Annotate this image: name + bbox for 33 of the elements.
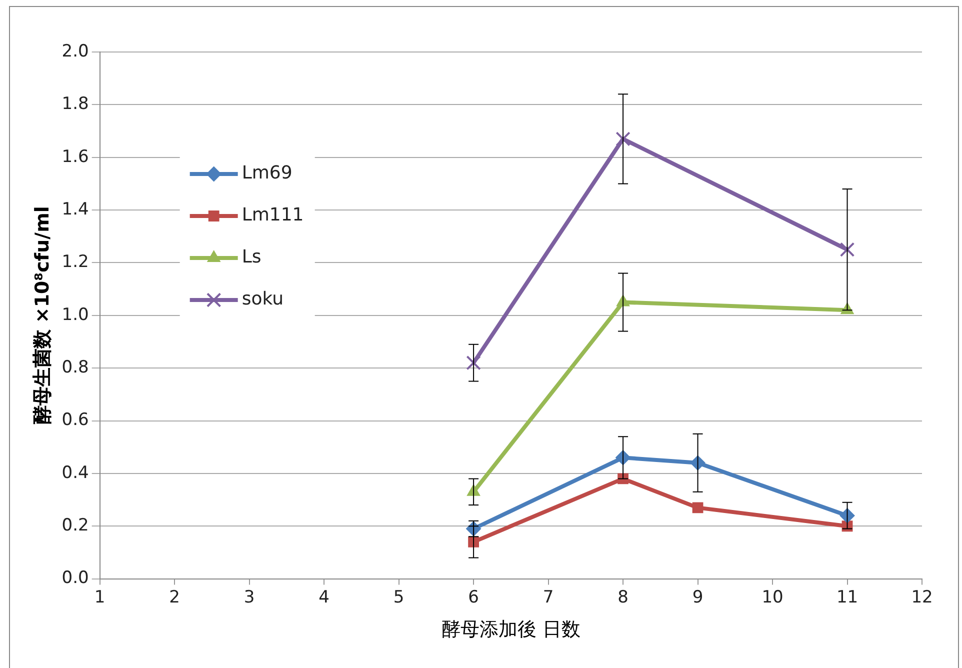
y-tick-label: 0.8 xyxy=(62,358,89,378)
y-tick-label: 1.0 xyxy=(62,304,89,325)
y-tick-label: 0.2 xyxy=(62,516,89,536)
x-tick-label: 4 xyxy=(318,587,330,608)
x-tick-label: 1 xyxy=(94,587,106,608)
legend-label: Lm111 xyxy=(242,204,304,226)
x-tick-label: 7 xyxy=(542,587,554,608)
y-tick-label: 1.4 xyxy=(62,199,89,220)
y-tick-label: 0.0 xyxy=(62,568,89,588)
y-tick-label: 0.4 xyxy=(62,462,89,483)
x-tick-label: 11 xyxy=(836,587,858,608)
x-tick-label: 9 xyxy=(692,587,704,608)
x-tick-label: 6 xyxy=(468,587,479,608)
y-tick-label: 0.6 xyxy=(62,410,89,430)
y-axis-title: 酵母生菌数 ×10⁸cfu/ml xyxy=(31,206,54,425)
x-tick-label: 8 xyxy=(618,587,628,608)
x-tick-label: 2 xyxy=(169,587,180,608)
y-tick-label: 1.6 xyxy=(62,146,89,167)
point xyxy=(466,355,481,370)
x-axis-title: 酵母添加後 日数 xyxy=(441,618,580,641)
point xyxy=(692,502,704,514)
y-tick-label: 1.2 xyxy=(62,252,89,272)
y-tick-label: 2.0 xyxy=(62,41,89,62)
y-tick-label: 1.8 xyxy=(62,94,89,114)
legend-label: Lm69 xyxy=(242,162,292,184)
point xyxy=(840,242,855,257)
point xyxy=(616,132,630,146)
x-tick-label: 12 xyxy=(911,587,933,608)
x-tick-label: 10 xyxy=(762,587,784,608)
legend-label: soku xyxy=(242,288,284,310)
legend-label: Ls xyxy=(242,246,262,268)
x-tick-label: 3 xyxy=(244,587,255,608)
x-tick-label: 5 xyxy=(393,587,404,608)
